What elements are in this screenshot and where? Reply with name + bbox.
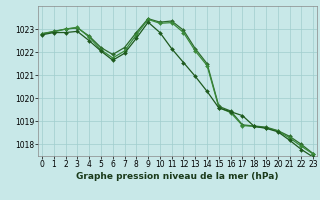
X-axis label: Graphe pression niveau de la mer (hPa): Graphe pression niveau de la mer (hPa) — [76, 172, 279, 181]
